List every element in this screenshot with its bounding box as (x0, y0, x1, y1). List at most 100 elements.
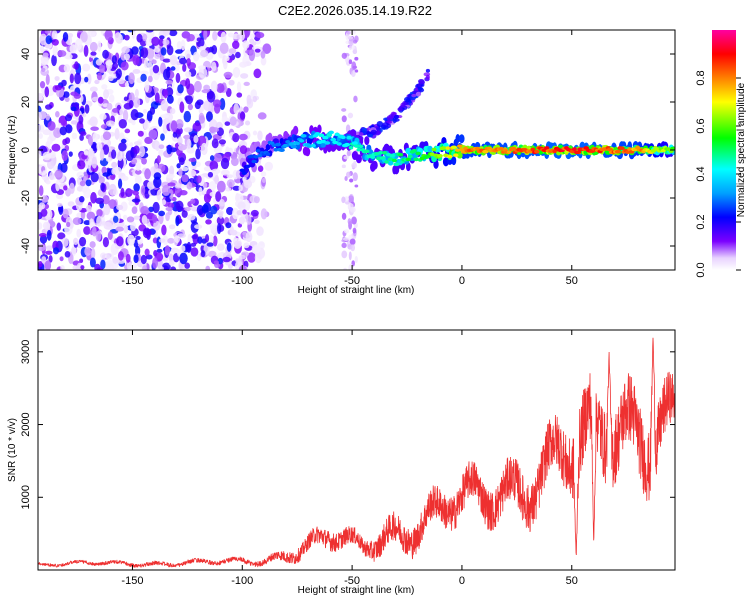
heatmap-noise-cell (117, 178, 123, 189)
heatmap-ridge-cell (407, 154, 413, 159)
heatmap-noise-cell (158, 144, 165, 150)
heatmap-noise-cell (179, 57, 187, 65)
heatmap-noise-cell (148, 129, 158, 140)
heatmap-ridge-cell (334, 132, 340, 137)
heatmap-noise-cell (190, 247, 199, 257)
heatmap-streak-cell (352, 172, 358, 182)
heatmap-noise-cell (168, 260, 175, 266)
heatmap-noise-cell (114, 128, 120, 140)
heatmap-noise-cell (131, 206, 138, 215)
spectrogram-x-tick-label: 50 (566, 275, 578, 287)
heatmap-ridge-cell (393, 162, 400, 167)
heatmap-ridge-cell (241, 171, 247, 176)
heatmap-noise-cell (86, 73, 92, 85)
heatmap-noise-cell (216, 216, 225, 226)
heatmap-ridge-cell (274, 142, 281, 147)
heatmap-noise-cell (197, 236, 203, 244)
heatmap-noise-cell (208, 234, 214, 245)
heatmap-noise-cell (64, 250, 71, 258)
heatmap-noise-cell (79, 258, 84, 264)
heatmap-noise-cell (238, 254, 246, 260)
colorbar-ticks: 0.0 0.2 0.4 0.6 0.8 (695, 70, 741, 278)
heatmap-noise-cell (60, 265, 65, 270)
heatmap-noise-cell (167, 182, 176, 187)
heatmap-noise-cell (142, 33, 148, 42)
heatmap-noise-cell (102, 131, 112, 141)
heatmap-noise-cell (145, 48, 155, 60)
heatmap-noise-cell (130, 108, 139, 121)
snr-x-tick-label: -100 (231, 575, 253, 587)
heatmap-ridge-cell (447, 154, 453, 159)
heatmap-noise-cell (220, 31, 227, 43)
heatmap-noise-cell (39, 81, 46, 89)
heatmap-ridge-cell (457, 144, 463, 148)
heatmap-noise-cell (55, 111, 60, 118)
heatmap-noise-cell (177, 84, 184, 94)
heatmap-ridge-cell (627, 147, 633, 151)
heatmap-noise-cell (152, 201, 160, 214)
heatmap-ridge-cell (379, 156, 386, 160)
heatmap-noise-cell (62, 208, 69, 219)
heatmap-noise-cell (66, 221, 71, 228)
heatmap-noise-cell (38, 124, 45, 133)
heatmap-noise-cell (184, 206, 191, 212)
figure-title: C2E2.2026.035.14.19.R22 (278, 3, 432, 18)
heatmap-ridge-cell (317, 124, 322, 134)
heatmap-ridge-cell (543, 146, 550, 150)
heatmap-noise-cell (222, 256, 231, 263)
heatmap-noise-cell (126, 261, 132, 270)
heatmap-noise-cell (246, 214, 252, 225)
heatmap-branch-cell (411, 94, 417, 98)
heatmap-ridge-cell (397, 152, 404, 157)
heatmap-noise-cell (203, 30, 208, 41)
heatmap-noise-cell (232, 133, 240, 143)
heatmap-noise-cell (66, 53, 73, 60)
heatmap-noise-cell (166, 45, 174, 56)
heatmap-noise-cell (161, 184, 171, 196)
heatmap-noise-cell (59, 126, 67, 136)
heatmap-noise-cell (250, 209, 259, 217)
heatmap-noise-cell (49, 171, 55, 180)
heatmap-noise-cell (198, 67, 208, 79)
heatmap-noise-cell (123, 224, 129, 234)
heatmap-noise-cell (161, 262, 171, 270)
heatmap-noise-cell (56, 222, 62, 231)
heatmap-noise-cell (96, 72, 103, 81)
heatmap-ridge-cell (413, 157, 420, 162)
heatmap-noise-cell (44, 30, 51, 34)
heatmap-ridge-cell (453, 153, 459, 158)
heatmap-ridge-cell (571, 147, 577, 151)
heatmap-ridge-cell (245, 164, 251, 169)
heatmap-noise-cell (143, 58, 149, 69)
heatmap-noise-cell (244, 120, 251, 126)
snr-frame (37, 329, 676, 571)
heatmap-streak-cell (353, 39, 358, 44)
heatmap-noise-cell (103, 89, 110, 99)
heatmap-noise-cell (154, 46, 161, 53)
heatmap-noise-cell (218, 139, 227, 145)
heatmap-noise-cell (64, 114, 73, 122)
heatmap-noise-cell (134, 175, 142, 185)
heatmap-noise-cell (209, 160, 219, 171)
heatmap-noise-cell (198, 65, 207, 70)
heatmap-noise-cell (143, 109, 148, 114)
heatmap-noise-cell (103, 222, 113, 230)
heatmap-noise-cell (51, 30, 58, 40)
heatmap-noise-cell (164, 245, 171, 256)
heatmap-noise-cell (168, 253, 174, 263)
heatmap-noise-cell (41, 170, 47, 181)
heatmap-noise-cell (183, 110, 192, 123)
heatmap-noise-cell (92, 132, 98, 143)
heatmap-noise-cell (89, 41, 98, 52)
heatmap-streak-cell (351, 44, 355, 50)
heatmap-noise-cell (180, 39, 186, 51)
heatmap-noise-cell (220, 157, 230, 170)
heatmap-noise-cell (186, 138, 192, 149)
heatmap-noise-cell (128, 72, 135, 85)
heatmap-noise-cell (144, 136, 153, 145)
heatmap-noise-cell (144, 187, 150, 199)
heatmap-noise-cell (126, 189, 135, 194)
heatmap-noise-cell (172, 131, 177, 138)
heatmap-noise-cell (133, 183, 140, 192)
heatmap-noise-cell (184, 49, 192, 60)
